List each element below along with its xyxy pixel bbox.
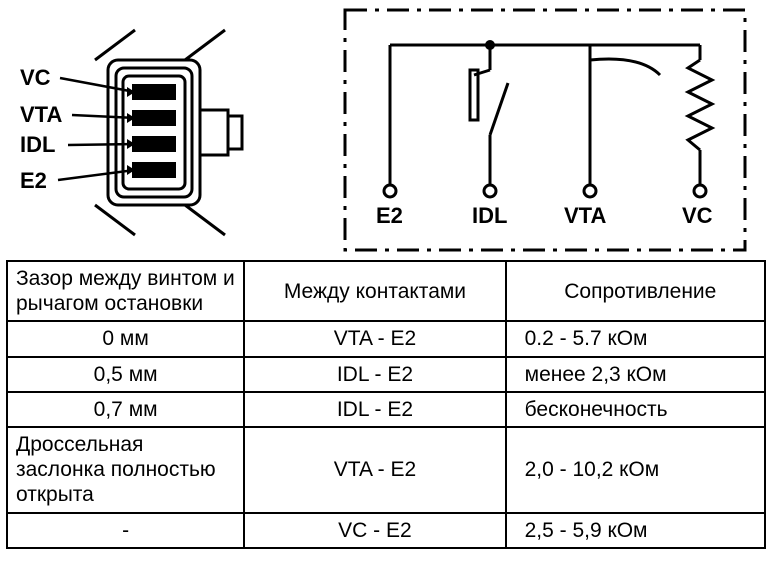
term-label-e2: E2 xyxy=(376,203,403,229)
cell-gap: Дроссельная заслонка полностью открыта xyxy=(7,427,244,513)
cell-res: 2,0 - 10,2 кОм xyxy=(506,427,765,513)
cell-gap: 0,5 мм xyxy=(7,357,244,392)
cell-btwn: VC - E2 xyxy=(244,513,505,548)
resistance-table: Зазор между винтом и рычагом остановки М… xyxy=(6,260,766,549)
term-label-idl: IDL xyxy=(472,203,507,229)
cell-btwn: IDL - E2 xyxy=(244,392,505,427)
cell-gap: - xyxy=(7,513,244,548)
hdr-gap: Зазор между винтом и рычагом остановки xyxy=(7,261,244,321)
table-header-row: Зазор между винтом и рычагом остановки М… xyxy=(7,261,765,321)
diagrams-row: VC VTA IDL E2 xyxy=(0,0,775,260)
term-label-vc: VC xyxy=(682,203,713,229)
cell-btwn: VTA - E2 xyxy=(244,321,505,356)
cell-gap: 0,7 мм xyxy=(7,392,244,427)
cell-res: менее 2,3 кОм xyxy=(506,357,765,392)
schematic-diagram: E2 IDL VTA VC xyxy=(340,5,760,255)
cell-res: 0.2 - 5.7 кОм xyxy=(506,321,765,356)
connector-svg xyxy=(20,20,280,240)
connector-diagram: VC VTA IDL E2 xyxy=(20,20,280,240)
table-row: 0,5 мм IDL - E2 менее 2,3 кОм xyxy=(7,357,765,392)
cell-res: 2,5 - 5,9 кОм xyxy=(506,513,765,548)
term-label-vta: VTA xyxy=(564,203,606,229)
cell-gap: 0 мм xyxy=(7,321,244,356)
cell-btwn: IDL - E2 xyxy=(244,357,505,392)
cell-res: бесконечность xyxy=(506,392,765,427)
table-row: 0,7 мм IDL - E2 бесконечность xyxy=(7,392,765,427)
page-root: VC VTA IDL E2 xyxy=(0,0,775,571)
table-row: Дроссельная заслонка полностью открыта V… xyxy=(7,427,765,513)
cell-btwn: VTA - E2 xyxy=(244,427,505,513)
hdr-resistance: Сопротивление xyxy=(506,261,765,321)
hdr-between: Между контактами xyxy=(244,261,505,321)
table-row: 0 мм VTA - E2 0.2 - 5.7 кОм xyxy=(7,321,765,356)
table-row: - VC - E2 2,5 - 5,9 кОм xyxy=(7,513,765,548)
